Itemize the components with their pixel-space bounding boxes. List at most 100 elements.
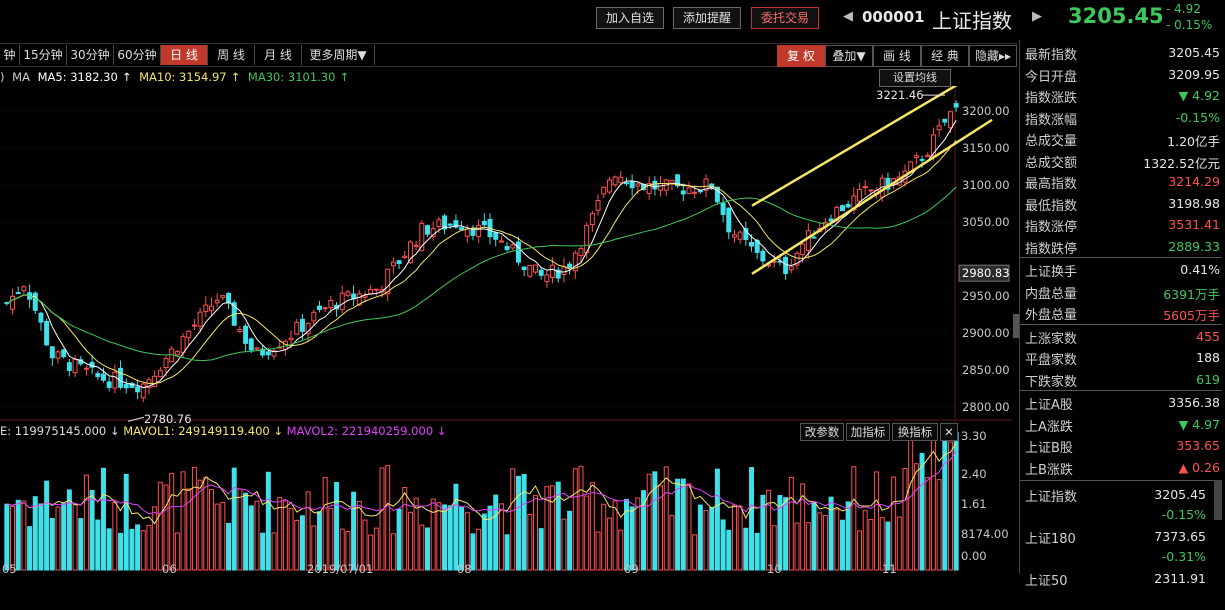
volume-bar (328, 507, 334, 571)
candle-body (459, 227, 465, 231)
volume-bar (572, 468, 578, 571)
candle-body (220, 295, 226, 298)
period-30min-tab[interactable]: 30分钟 (67, 45, 114, 65)
candle-body (356, 293, 362, 306)
volume-bar (760, 494, 766, 571)
volume-bar (140, 530, 146, 571)
period-week-tab[interactable]: 周 线 (208, 45, 255, 65)
add-alert-button[interactable]: 添加提醒 (673, 7, 741, 29)
period-15min-tab[interactable]: 15分钟 (20, 45, 67, 65)
period-1min-tab[interactable]: 钟 (0, 45, 20, 65)
candle-body (697, 190, 703, 193)
volume-bar (658, 485, 664, 571)
candle-body (925, 154, 931, 158)
candle-body (953, 103, 959, 108)
candle-body (493, 232, 499, 240)
index-row-pct: -0.31% (1161, 549, 1206, 564)
index-row[interactable]: 上证180 7373.65 -0.31% (1020, 526, 1222, 568)
volume-bar (4, 503, 10, 571)
panel-collapse-handle[interactable] (1013, 314, 1019, 338)
quote-value: 353.65 (1176, 438, 1220, 453)
quote-value: 5605万手 (1163, 308, 1220, 323)
volume-bar (311, 525, 317, 571)
volume-bar (822, 515, 828, 571)
quote-row: 指数涨停 3531.41 (1020, 214, 1222, 235)
volume-bar (709, 506, 715, 571)
entrust-trade-button[interactable]: 委托交易 (751, 7, 819, 29)
quote-value: 1.20亿手 (1167, 134, 1220, 149)
period-day-tab[interactable]: 日 线 (161, 45, 208, 65)
volume-bar (299, 515, 305, 571)
panel-divider (1020, 257, 1222, 258)
quote-row: 上证A股 3356.38 (1020, 392, 1222, 413)
quote-value: 2889.33 (1168, 238, 1220, 254)
add-indicator-button[interactable]: 加指标 (846, 423, 890, 441)
candle-body (521, 266, 527, 271)
candle-body (385, 268, 391, 295)
edit-params-button[interactable]: 改参数 (800, 423, 844, 441)
volume-bar (902, 467, 908, 571)
candle-body (481, 220, 487, 226)
period-month-tab[interactable]: 月 线 (255, 45, 302, 65)
volume-bar (27, 526, 33, 571)
adjust-button[interactable]: 复 权 (777, 45, 825, 67)
volume-bar (385, 465, 391, 571)
close-indicator-icon[interactable]: ✕ (940, 423, 958, 441)
draw-line-button[interactable]: 画 线 (873, 45, 921, 67)
prev-stock-icon[interactable]: ◀ (843, 9, 853, 24)
classic-button[interactable]: 经 典 (921, 45, 969, 67)
period-60min-tab[interactable]: 60分钟 (114, 45, 161, 65)
volume-bar (243, 492, 249, 571)
price-axis-label: 2950.00 (962, 289, 1010, 303)
candle-body (550, 264, 556, 278)
candle-body (612, 176, 618, 186)
overlay-dropdown[interactable]: 叠加▼ (825, 45, 873, 67)
volume-bar (635, 497, 641, 571)
hide-panel-button[interactable]: 隐藏▸▸ (969, 45, 1017, 67)
candle-body (578, 248, 584, 257)
volume-bar (282, 500, 288, 571)
volume-bar (845, 501, 851, 571)
candle-body (390, 261, 396, 267)
quote-label: 指数涨停 (1025, 220, 1078, 235)
ma10-value: MA10: 3154.97 (139, 70, 227, 84)
candle-body (15, 292, 21, 295)
mavol2-value: MAVOL2: 221940259.000 (286, 424, 434, 438)
volume-bar (89, 489, 95, 571)
index-name: 上证指数 (932, 9, 1012, 33)
index-row[interactable]: 上证指数 3205.45 -0.15% (1020, 484, 1222, 526)
price-axis-label: 2900.00 (962, 326, 1010, 340)
volume-bar (885, 521, 891, 571)
quote-value: 3209.95 (1168, 66, 1220, 82)
volume-bar (470, 533, 476, 571)
volume-bar (783, 497, 789, 571)
volume-bar (567, 510, 573, 571)
add-to-watchlist-button[interactable]: 加入自选 (596, 7, 664, 29)
quote-label: 上证A股 (1025, 398, 1073, 413)
candle-body (584, 224, 590, 253)
more-periods-dropdown[interactable]: 更多周期▼ (302, 45, 375, 65)
switch-indicator-button[interactable]: 换指标 (892, 423, 938, 441)
volume-bar (533, 495, 538, 571)
quote-value: 3198.98 (1168, 195, 1220, 211)
candle-body (743, 228, 749, 240)
volume-bar (561, 518, 567, 571)
volume-bar (163, 484, 169, 571)
volume-bar (271, 532, 277, 571)
index-row[interactable]: 上证50 2311.91 (1020, 568, 1222, 610)
volume-bar (481, 513, 487, 571)
volume-bar (55, 506, 61, 571)
volume-bar (851, 466, 857, 571)
next-stock-icon[interactable]: ▶ (1032, 9, 1042, 24)
candle-body (635, 183, 641, 187)
candle-body (419, 222, 425, 252)
panel-scrollbar[interactable] (1214, 480, 1222, 520)
ma-settings-dropdown[interactable]: 设置均线 (879, 69, 951, 87)
candle-body (589, 213, 595, 226)
quote-label: 指数涨跌 (1025, 91, 1078, 106)
volume-bar (692, 534, 698, 571)
quote-value: 6391万手 (1163, 286, 1220, 302)
kline-chart[interactable]: 3200.00 3150.00 3100.00 3050.00 2980.83 2950.… (0, 86, 1012, 574)
quote-value: 3205.45 (1168, 45, 1220, 60)
candle-body (129, 382, 135, 388)
